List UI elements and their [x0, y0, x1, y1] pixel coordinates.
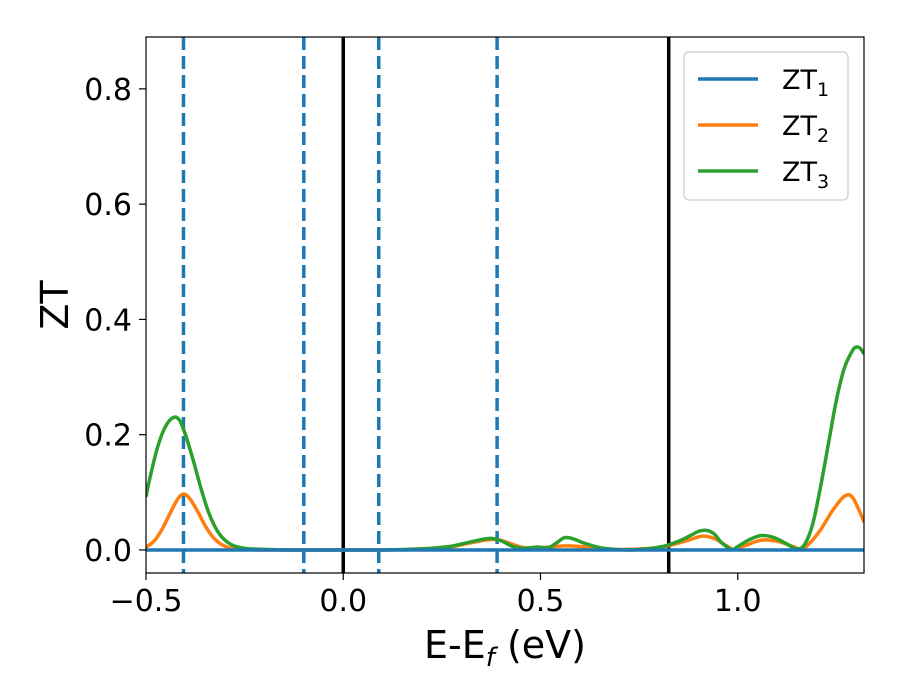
x-axis-label: E-Ef (eV): [424, 623, 586, 673]
y-tick-label: 0.2: [84, 419, 132, 454]
legend-label-1: ZT1: [782, 65, 829, 101]
y-tick-label: 0.4: [84, 303, 132, 338]
y-tick-label: 0.6: [84, 188, 132, 223]
series-line-zt3: [146, 345, 864, 552]
y-tick-label: 0.0: [84, 534, 132, 569]
series-lines: [146, 345, 864, 552]
legend-box: [683, 51, 849, 201]
y-axis-ticks: 0.0 0.2 0.4 0.6 0.8: [84, 73, 146, 569]
vertical-reference-lines: [181, 37, 671, 573]
y-tick-label: 0.8: [84, 73, 132, 108]
x-tick-label: 0.0: [319, 584, 367, 619]
x-axis-ticks: −0.5 0.0 0.5 1.0: [110, 573, 762, 619]
x-tick-label: 0.5: [517, 584, 565, 619]
legend-label-2: ZT2: [782, 111, 829, 147]
plot-frame: [145, 36, 865, 574]
legend-label-3: ZT3: [782, 157, 829, 193]
y-axis-label: ZT: [33, 280, 77, 330]
x-tick-label: −0.5: [110, 584, 183, 619]
legend: ZT1 ZT2 ZT3: [683, 51, 849, 201]
x-tick-label: 1.0: [714, 584, 762, 619]
